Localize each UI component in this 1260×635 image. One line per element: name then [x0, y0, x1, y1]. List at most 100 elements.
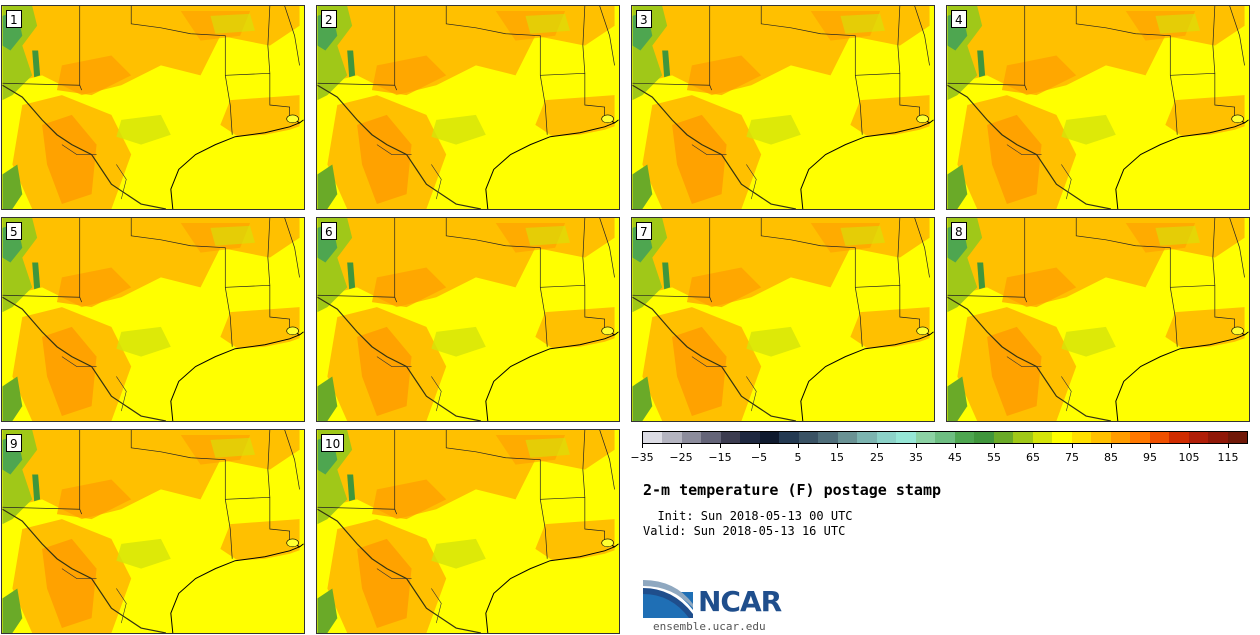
colorbar-tick-label: 95: [1143, 451, 1157, 464]
temperature-colorbar: −35 −25 −15 −5 5 15 25 35 45 55 65 75 85 95 105 115: [630, 431, 1248, 466]
colorbar-tick-mark: [916, 444, 917, 448]
ncar-logo-text: NCAR: [698, 585, 782, 618]
colorbar-swatch: [935, 432, 955, 443]
temperature-map: [317, 430, 619, 633]
postage-stamp-panel: 4: [946, 5, 1250, 210]
member-number-label: 9: [6, 434, 22, 452]
temperature-map: [317, 218, 619, 421]
colorbar-swatch: [876, 432, 897, 443]
colorbar-tick-mark: [720, 444, 721, 448]
colorbar-tick-mark: [877, 444, 878, 448]
valid-time: Valid: Sun 2018-05-13 16 UTC: [643, 524, 846, 538]
colorbar-swatch: [1013, 432, 1033, 443]
colorbar-swatch: [974, 432, 994, 443]
colorbar-swatch: [837, 432, 858, 443]
colorbar-swatch: [720, 432, 741, 443]
colorbar-swatch: [1052, 432, 1072, 443]
colorbar-swatch: [1227, 432, 1248, 443]
colorbar-swatch: [1188, 432, 1209, 443]
temperature-map: [632, 6, 934, 209]
member-number-label: 3: [636, 10, 652, 28]
colorbar-tick-mark: [1072, 444, 1073, 448]
colorbar-swatch: [740, 432, 760, 443]
temperature-map: [2, 218, 304, 421]
postage-stamp-panel: 10: [316, 429, 620, 634]
colorbar-swatch: [701, 432, 721, 443]
init-time: Init: Sun 2018-05-13 00 UTC: [643, 509, 853, 523]
colorbar-swatch: [896, 432, 916, 443]
member-number-label: 5: [6, 222, 22, 240]
colorbar-tick-label: 75: [1065, 451, 1079, 464]
colorbar-swatch: [662, 432, 682, 443]
page-title: 2-m temperature (F) postage stamp: [643, 481, 942, 499]
ncar-logo: NCAR: [643, 578, 793, 618]
colorbar-swatch: [1208, 432, 1228, 443]
member-number-label: 4: [951, 10, 967, 28]
colorbar-swatch: [779, 432, 799, 443]
colorbar-tick-label: 65: [1026, 451, 1040, 464]
colorbar-swatch: [1032, 432, 1053, 443]
postage-stamp-panel: 5: [1, 217, 305, 422]
colorbar-swatch: [1169, 432, 1189, 443]
colorbar-tick-label: 55: [987, 451, 1001, 464]
colorbar-swatch: [857, 432, 877, 443]
ncar-swoosh-icon: [643, 580, 693, 618]
colorbar-tick-mark: [955, 444, 956, 448]
colorbar-tick-mark: [798, 444, 799, 448]
postage-stamp-panel: 9: [1, 429, 305, 634]
colorbar-tick-mark: [1228, 444, 1229, 448]
temperature-map: [947, 6, 1249, 209]
colorbar-swatch: [643, 432, 663, 443]
colorbar-swatch: [681, 432, 702, 443]
member-number-label: 7: [636, 222, 652, 240]
colorbar-swatch: [759, 432, 780, 443]
colorbar-swatch: [915, 432, 936, 443]
member-number-label: 2: [321, 10, 337, 28]
colorbar-swatch: [993, 432, 1014, 443]
colorbar-tick-label: 25: [870, 451, 884, 464]
postage-stamp-panel: 3: [631, 5, 935, 210]
postage-stamp-panel: 1: [1, 5, 305, 210]
colorbar-swatch: [1110, 432, 1131, 443]
member-number-label: 6: [321, 222, 337, 240]
colorbar-tick-mark: [642, 444, 643, 448]
member-number-label: 1: [6, 10, 22, 28]
colorbar-tick-label: 105: [1178, 451, 1200, 464]
colorbar-swatch: [818, 432, 838, 443]
temperature-map: [632, 218, 934, 421]
temperature-map: [947, 218, 1249, 421]
colorbar-tick-label: −15: [708, 451, 732, 464]
postage-stamp-panel: 8: [946, 217, 1250, 422]
colorbar-tick-label: 5: [794, 451, 802, 464]
temperature-map: [317, 6, 619, 209]
colorbar-tick-mark: [1150, 444, 1151, 448]
colorbar-tick-label: −25: [669, 451, 693, 464]
colorbar-swatch: [1130, 432, 1150, 443]
logo-url: ensemble.ucar.edu: [653, 620, 766, 633]
colorbar-tick-label: −5: [750, 451, 768, 464]
temperature-map: [2, 430, 304, 633]
colorbar-tick-label: 85: [1104, 451, 1118, 464]
temperature-map: [2, 6, 304, 209]
colorbar-tick-label: 115: [1217, 451, 1239, 464]
colorbar-tick-mark: [1111, 444, 1112, 448]
colorbar-swatch: [1149, 432, 1170, 443]
colorbar-swatch: [798, 432, 819, 443]
colorbar-tick-label: 15: [830, 451, 844, 464]
colorbar-tick-mark: [1033, 444, 1034, 448]
colorbar-swatch: [1091, 432, 1111, 443]
colorbar-swatch: [954, 432, 975, 443]
colorbar-tick-mark: [1189, 444, 1190, 448]
member-number-label: 8: [951, 222, 967, 240]
postage-stamp-panel: 6: [316, 217, 620, 422]
colorbar-tick-mark: [837, 444, 838, 448]
colorbar-swatch: [1071, 432, 1092, 443]
colorbar-tick-label: 35: [909, 451, 923, 464]
colorbar-strip: [642, 431, 1248, 444]
postage-stamp-panel: 7: [631, 217, 935, 422]
colorbar-tick-label: −35: [630, 451, 654, 464]
postage-stamp-panel: 2: [316, 5, 620, 210]
member-number-label: 10: [321, 434, 345, 452]
colorbar-tick-label: 45: [948, 451, 962, 464]
colorbar-tick-mark: [681, 444, 682, 448]
